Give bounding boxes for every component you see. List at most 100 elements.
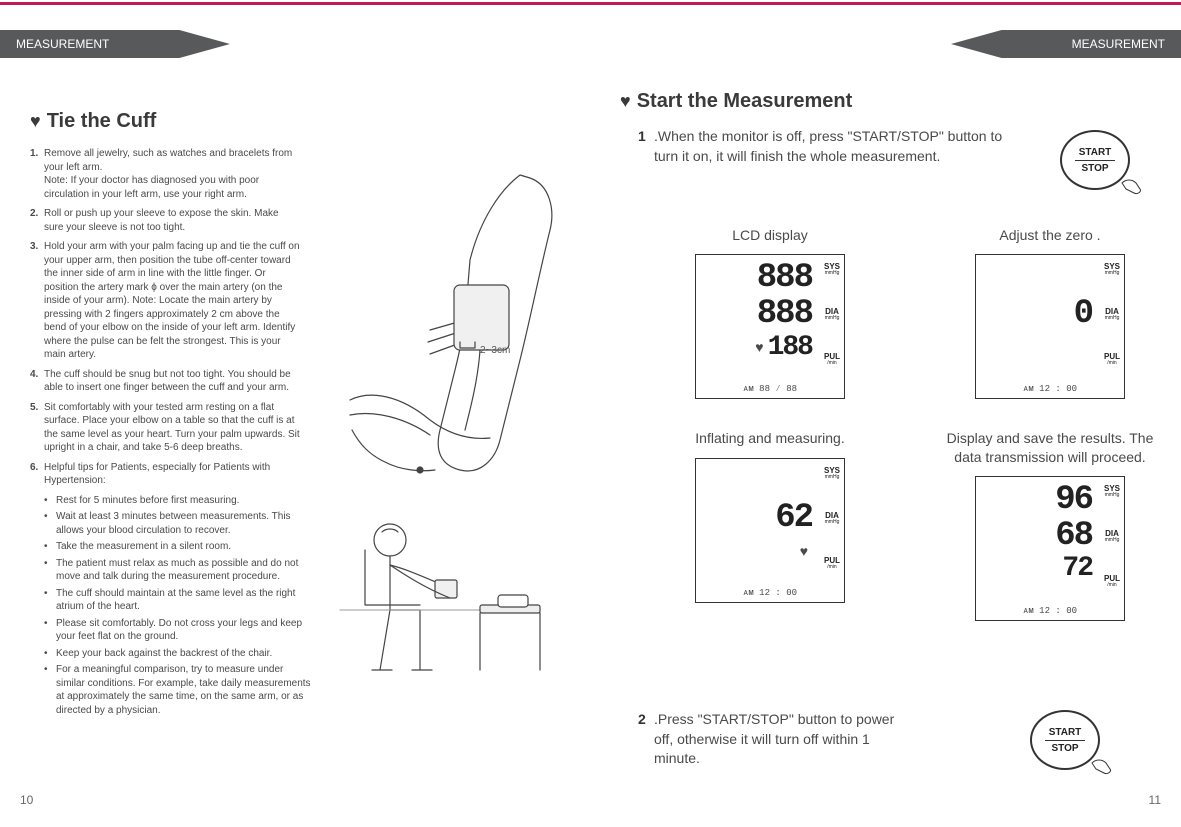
sitting-illustration: [320, 510, 580, 730]
heartbeat-icon: ♥: [755, 339, 763, 355]
lcd-label: LCD display: [660, 226, 880, 244]
bullet-tip: •The patient must relax as much as possi…: [44, 557, 314, 584]
lcd-unit-labels: SYSmmHgDIAmmHgPUL/min: [824, 467, 840, 570]
step-number: 1.: [30, 147, 44, 201]
lcd-cell-inflating: Inflating and measuring. SYSmmHgDIAmmHgP…: [660, 429, 880, 620]
bullet-dot: •: [44, 617, 56, 644]
start-stop-button-1[interactable]: START STOP: [1060, 130, 1130, 190]
lcd-label: Adjust the zero .: [940, 226, 1160, 244]
lcd-box: SYSmmHgDIAmmHgPUL/min888888♥188ᴀᴍ 88 ⁄ 8…: [695, 254, 845, 399]
header-left-text: MEASUREMENT: [16, 37, 109, 51]
lcd-box: SYSmmHgDIAmmHgPUL/min 0 ᴀᴍ 12 : 00: [975, 254, 1125, 399]
cuff-bullets: •Rest for 5 minutes before first measuri…: [44, 494, 314, 718]
manual-spread: MEASUREMENT MEASUREMENT ♥ Tie the Cuff 1…: [0, 0, 1181, 827]
bullet-text: Keep your back against the backrest of t…: [56, 647, 272, 661]
lcd-sys: 888: [702, 259, 812, 295]
bullet-tip: •Please sit comfortably. Do not cross yo…: [44, 617, 314, 644]
lcd-sys: 96: [982, 481, 1092, 517]
step-number: 6.: [30, 461, 44, 488]
numbered-step: 2.Roll or push up your sleeve to expose …: [30, 207, 300, 234]
bullet-text: Please sit comfortably. Do not cross you…: [56, 617, 314, 644]
bullet-tip: •Wait at least 3 minutes between measure…: [44, 510, 314, 537]
btn-stop: STOP: [1081, 163, 1108, 174]
bullet-dot: •: [44, 494, 56, 508]
lcd-dia: 68: [982, 517, 1092, 553]
right-page: ♥ Start the Measurement 1 .When the moni…: [620, 90, 1160, 621]
section-title-start: ♥ Start the Measurement: [620, 90, 1160, 113]
bullet-dot: •: [44, 510, 56, 537]
bullet-text: Rest for 5 minutes before first measurin…: [56, 494, 239, 508]
step-number: 2.: [30, 207, 44, 234]
lcd-time: ᴀᴍ 12 : 00: [976, 606, 1124, 616]
hand-icon: [1090, 751, 1120, 776]
lcd-pul: 72: [1062, 553, 1092, 584]
lcd-cell-display: LCD display SYSmmHgDIAmmHgPUL/min888888♥…: [660, 226, 880, 399]
lcd-box: SYSmmHgDIAmmHgPUL/min62♥ᴀᴍ 12 : 00: [695, 458, 845, 603]
step-text: Hold your arm with your palm facing up a…: [44, 240, 300, 362]
lcd-label: Inflating and measuring.: [660, 429, 880, 447]
bullet-dot: •: [44, 557, 56, 584]
bullet-dot: •: [44, 663, 56, 717]
step-text: Roll or push up your sleeve to expose th…: [44, 207, 300, 234]
section-title-cuff: ♥ Tie the Cuff: [30, 110, 570, 133]
header-right: MEASUREMENT: [951, 30, 1181, 58]
heart-icon: ♥: [620, 91, 631, 112]
bullet-dot: •: [44, 540, 56, 554]
step-text: Remove all jewelry, such as watches and …: [44, 147, 300, 201]
step-number: 5.: [30, 401, 44, 455]
page-number-right: 11: [1149, 793, 1161, 807]
start-step-1: 1 .When the monitor is off, press "START…: [638, 127, 1008, 166]
step-text: Helpful tips for Patients, especially fo…: [44, 461, 300, 488]
start-stop-button-2[interactable]: START STOP: [1030, 710, 1100, 770]
section-title-cuff-text: Tie the Cuff: [47, 110, 157, 133]
lcd-time: ᴀᴍ 88 ⁄ 88: [696, 384, 844, 394]
numbered-step: 1.Remove all jewelry, such as watches an…: [30, 147, 300, 201]
page-number-left: 10: [20, 793, 33, 807]
step-number: 2: [638, 710, 654, 769]
lcd-grid: LCD display SYSmmHgDIAmmHgPUL/min 888888 ♥…: [660, 226, 1160, 621]
lcd-sys: [702, 463, 812, 499]
step-number: 1: [638, 127, 654, 166]
bullet-dot: •: [44, 587, 56, 614]
hand-icon: [1120, 171, 1150, 196]
heart-icon: ♥: [30, 111, 41, 132]
btn-start: START: [1049, 727, 1082, 738]
lcd-pul: 188: [768, 332, 812, 363]
heartbeat-icon: ♥: [800, 543, 808, 559]
btn-stop: STOP: [1051, 743, 1078, 754]
lcd-unit-labels: SYSmmHgDIAmmHgPUL/min: [1104, 485, 1120, 588]
header-left: MEASUREMENT: [0, 30, 230, 58]
bullet-tip: •For a meaningful comparison, try to mea…: [44, 663, 314, 717]
numbered-step: 6.Helpful tips for Patients, especially …: [30, 461, 300, 488]
cuff-steps: 1.Remove all jewelry, such as watches an…: [30, 147, 300, 488]
lcd-dia: 0: [982, 295, 1092, 331]
bullet-tip: •Rest for 5 minutes before first measuri…: [44, 494, 314, 508]
arm-illustration: 2~3cm: [320, 170, 580, 480]
lcd-cell-results: Display and save the results. The data t…: [940, 429, 1160, 620]
lcd-time: ᴀᴍ 12 : 00: [976, 384, 1124, 394]
bullet-text: For a meaningful comparison, try to meas…: [56, 663, 314, 717]
bullet-dot: •: [44, 647, 56, 661]
start-step-2: 2 .Press "START/STOP" button to power of…: [638, 710, 898, 769]
bullet-tip: •The cuff should maintain at the same le…: [44, 587, 314, 614]
section-title-start-text: Start the Measurement: [637, 90, 853, 113]
bullet-text: Wait at least 3 minutes between measurem…: [56, 510, 314, 537]
lcd-sys: [982, 259, 1092, 295]
bullet-tip: •Take the measurement in a silent room.: [44, 540, 314, 554]
step-text: .Press "START/STOP" button to power off,…: [654, 710, 898, 769]
top-accent-bar: [0, 2, 1181, 5]
bullet-text: The patient must relax as much as possib…: [56, 557, 314, 584]
step-text: .When the monitor is off, press "START/S…: [654, 127, 1008, 166]
bullet-text: Take the measurement in a silent room.: [56, 540, 231, 554]
lcd-time: ᴀᴍ 12 : 00: [696, 588, 844, 598]
lcd-dia: 888: [702, 295, 812, 331]
btn-start: START: [1079, 147, 1112, 158]
lcd-unit-labels: SYSmmHgDIAmmHgPUL/min: [1104, 263, 1120, 366]
numbered-step: 4.The cuff should be snug but not too ti…: [30, 368, 300, 395]
header-right-text: MEASUREMENT: [1072, 37, 1165, 51]
bullet-text: The cuff should maintain at the same lev…: [56, 587, 314, 614]
step-number: 4.: [30, 368, 44, 395]
step-text: Sit comfortably with your tested arm res…: [44, 401, 300, 455]
numbered-step: 5.Sit comfortably with your tested arm r…: [30, 401, 300, 455]
svg-text:2~3cm: 2~3cm: [480, 345, 510, 356]
